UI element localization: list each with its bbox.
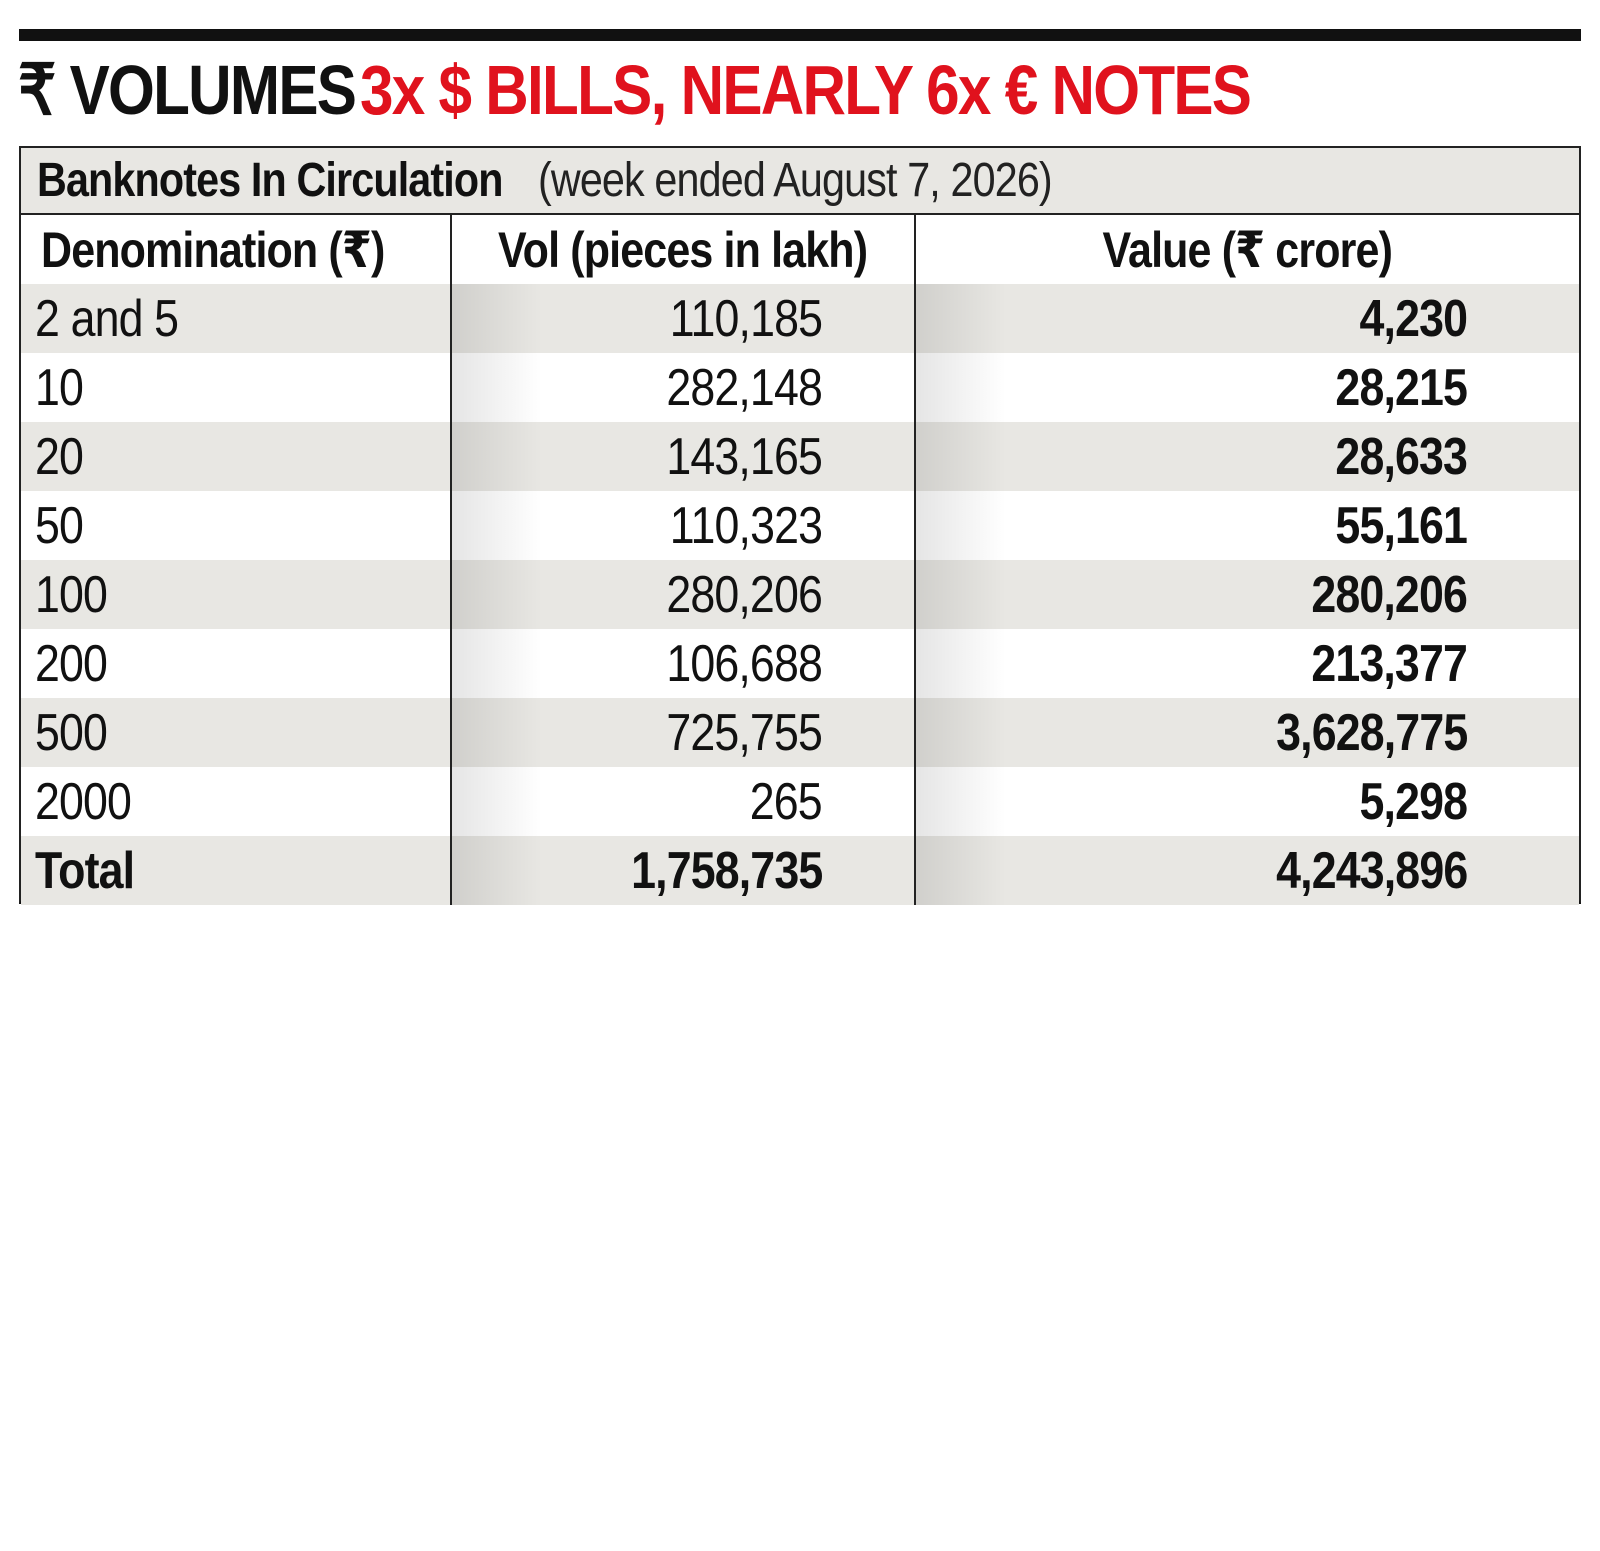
headline-black: ₹ VOLUMES <box>18 51 357 129</box>
table-row: 2000 265 5,298 <box>21 767 1579 836</box>
cell-value: 28,215 <box>914 353 1579 422</box>
header-volume: Vol (pieces in lakh) <box>450 215 914 284</box>
cell-volume: 265 <box>450 767 914 836</box>
cell-volume: 725,755 <box>450 698 914 767</box>
table-caption: Banknotes In Circulation (week ended Aug… <box>21 148 1579 215</box>
cell-value: 5,298 <box>914 767 1579 836</box>
table-row: 20 143,165 28,633 <box>21 422 1579 491</box>
table-row: 500 725,755 3,628,775 <box>21 698 1579 767</box>
table-body: 2 and 5 110,185 4,230 10 282,148 28,215 … <box>21 284 1579 905</box>
table-total-row: Total 1,758,735 4,243,896 <box>21 836 1579 905</box>
cell-denomination: 2000 <box>35 772 132 831</box>
headline-red: 3x $ BILLS, NEARLY 6x € NOTES <box>360 51 1252 129</box>
table-row: 100 280,206 280,206 <box>21 560 1579 629</box>
top-rule <box>19 29 1581 41</box>
cell-denomination: 50 <box>35 496 84 555</box>
cell-total-label: Total <box>35 841 135 900</box>
cell-value: 4,230 <box>914 284 1579 353</box>
cell-volume: 110,185 <box>450 284 914 353</box>
cell-denomination: 200 <box>35 634 108 693</box>
table-row: 10 282,148 28,215 <box>21 353 1579 422</box>
cell-denomination: 20 <box>35 427 84 486</box>
table-row: 2 and 5 110,185 4,230 <box>21 284 1579 353</box>
table-header-row: Denomination (₹) Vol (pieces in lakh) Va… <box>21 215 1579 284</box>
headline: ₹ VOLUMES 3x $ BILLS, NEARLY 6x € NOTES <box>18 44 1588 136</box>
cell-total-value: 4,243,896 <box>914 836 1579 905</box>
table-title: Banknotes In Circulation <box>37 154 503 207</box>
cell-denomination: 100 <box>35 565 108 624</box>
banknotes-table: Banknotes In Circulation (week ended Aug… <box>19 146 1581 905</box>
cell-total-volume: 1,758,735 <box>450 836 914 905</box>
cell-volume: 280,206 <box>450 560 914 629</box>
cell-volume: 282,148 <box>450 353 914 422</box>
cell-value: 28,633 <box>914 422 1579 491</box>
cell-value: 3,628,775 <box>914 698 1579 767</box>
cell-volume: 106,688 <box>450 629 914 698</box>
cell-volume: 110,323 <box>450 491 914 560</box>
header-denomination: Denomination (₹) <box>41 221 385 278</box>
header-value: Value (₹ crore) <box>914 215 1579 284</box>
table-row: 50 110,323 55,161 <box>21 491 1579 560</box>
cell-value: 55,161 <box>914 491 1579 560</box>
table-row: 200 106,688 213,377 <box>21 629 1579 698</box>
cell-denomination: 10 <box>35 358 84 417</box>
cell-volume: 143,165 <box>450 422 914 491</box>
cell-value: 213,377 <box>914 629 1579 698</box>
cell-denomination: 2 and 5 <box>35 289 179 348</box>
table-subtitle: (week ended August 7, 2026) <box>538 154 1053 207</box>
cell-value: 280,206 <box>914 560 1579 629</box>
cell-denomination: 500 <box>35 703 108 762</box>
